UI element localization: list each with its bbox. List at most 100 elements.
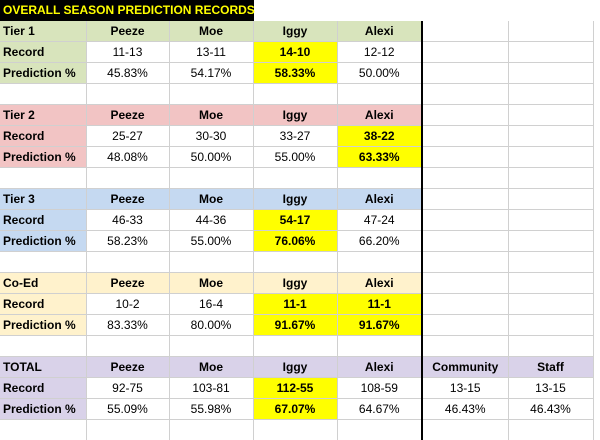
value-cell[interactable]: 47-24: [337, 210, 422, 231]
value-cell[interactable]: 45.83%: [86, 63, 169, 84]
value-cell[interactable]: 108-59: [337, 378, 422, 399]
row-label-prediction[interactable]: Prediction %: [0, 315, 86, 336]
empty-cell[interactable]: [422, 252, 508, 273]
column-header-alexi[interactable]: Alexi: [337, 21, 422, 42]
value-cell[interactable]: 55.98%: [169, 399, 253, 420]
section-name-tier-3[interactable]: Tier 3: [0, 189, 86, 210]
empty-cell[interactable]: [0, 420, 86, 440]
value-cell[interactable]: 25-27: [86, 126, 169, 147]
value-cell[interactable]: 64.67%: [337, 399, 422, 420]
value-cell[interactable]: 54-17: [253, 210, 337, 231]
empty-cell[interactable]: [169, 336, 253, 357]
column-header-blank[interactable]: [508, 189, 593, 210]
empty-cell[interactable]: [337, 168, 422, 189]
value-cell[interactable]: 91.67%: [253, 315, 337, 336]
row-label-record[interactable]: Record: [0, 378, 86, 399]
empty-cell[interactable]: [86, 420, 169, 440]
column-header-moe[interactable]: Moe: [169, 357, 253, 378]
value-cell[interactable]: [508, 126, 593, 147]
row-label-prediction[interactable]: Prediction %: [0, 63, 86, 84]
column-header-iggy[interactable]: Iggy: [253, 21, 337, 42]
empty-cell[interactable]: [0, 84, 86, 105]
value-cell[interactable]: [422, 315, 508, 336]
column-header-peeze[interactable]: Peeze: [86, 273, 169, 294]
section-name-total[interactable]: TOTAL: [0, 357, 86, 378]
column-header-peeze[interactable]: Peeze: [86, 105, 169, 126]
value-cell[interactable]: [508, 42, 593, 63]
value-cell[interactable]: 58.33%: [253, 63, 337, 84]
column-header-alexi[interactable]: Alexi: [337, 105, 422, 126]
row-label-record[interactable]: Record: [0, 42, 86, 63]
value-cell[interactable]: 67.07%: [253, 399, 337, 420]
empty-cell[interactable]: [0, 168, 86, 189]
value-cell[interactable]: 91.67%: [337, 315, 422, 336]
value-cell[interactable]: 13-15: [422, 378, 508, 399]
column-header-moe[interactable]: Moe: [169, 189, 253, 210]
empty-cell[interactable]: [169, 252, 253, 273]
empty-cell[interactable]: [86, 336, 169, 357]
value-cell[interactable]: [508, 63, 593, 84]
column-header-peeze[interactable]: Peeze: [86, 21, 169, 42]
column-header-alexi[interactable]: Alexi: [337, 189, 422, 210]
value-cell[interactable]: [508, 210, 593, 231]
empty-cell[interactable]: [169, 168, 253, 189]
column-header-iggy[interactable]: Iggy: [253, 105, 337, 126]
value-cell[interactable]: 55.00%: [253, 147, 337, 168]
empty-cell[interactable]: [422, 336, 508, 357]
empty-cell[interactable]: [253, 84, 337, 105]
empty-cell[interactable]: [508, 84, 593, 105]
value-cell[interactable]: 12-12: [337, 42, 422, 63]
empty-cell[interactable]: [169, 84, 253, 105]
value-cell[interactable]: [422, 210, 508, 231]
value-cell[interactable]: 11-1: [337, 294, 422, 315]
value-cell[interactable]: [422, 126, 508, 147]
value-cell[interactable]: 46-33: [86, 210, 169, 231]
value-cell[interactable]: 76.06%: [253, 231, 337, 252]
value-cell[interactable]: 63.33%: [337, 147, 422, 168]
value-cell[interactable]: 103-81: [169, 378, 253, 399]
value-cell[interactable]: 11-1: [253, 294, 337, 315]
value-cell[interactable]: [422, 294, 508, 315]
column-header-blank[interactable]: [508, 273, 593, 294]
value-cell[interactable]: 46.43%: [422, 399, 508, 420]
empty-cell[interactable]: [0, 252, 86, 273]
row-label-prediction[interactable]: Prediction %: [0, 147, 86, 168]
value-cell[interactable]: [508, 294, 593, 315]
value-cell[interactable]: 44-36: [169, 210, 253, 231]
empty-cell[interactable]: [422, 420, 508, 440]
empty-cell[interactable]: [337, 84, 422, 105]
row-label-prediction[interactable]: Prediction %: [0, 399, 86, 420]
empty-cell[interactable]: [86, 168, 169, 189]
value-cell[interactable]: 50.00%: [169, 147, 253, 168]
value-cell[interactable]: [508, 231, 593, 252]
value-cell[interactable]: 58.23%: [86, 231, 169, 252]
value-cell[interactable]: 48.08%: [86, 147, 169, 168]
value-cell[interactable]: 30-30: [169, 126, 253, 147]
value-cell[interactable]: 66.20%: [337, 231, 422, 252]
column-header-peeze[interactable]: Peeze: [86, 189, 169, 210]
column-header-blank[interactable]: [508, 21, 593, 42]
value-cell[interactable]: 50.00%: [337, 63, 422, 84]
column-header-alexi[interactable]: Alexi: [337, 273, 422, 294]
empty-cell[interactable]: [508, 336, 593, 357]
column-header-blank[interactable]: [422, 189, 508, 210]
value-cell[interactable]: [508, 315, 593, 336]
column-header-iggy[interactable]: Iggy: [253, 357, 337, 378]
value-cell[interactable]: 92-75: [86, 378, 169, 399]
column-header-moe[interactable]: Moe: [169, 21, 253, 42]
value-cell[interactable]: 13-11: [169, 42, 253, 63]
empty-cell[interactable]: [508, 252, 593, 273]
empty-cell[interactable]: [337, 336, 422, 357]
value-cell[interactable]: 80.00%: [169, 315, 253, 336]
value-cell[interactable]: [422, 63, 508, 84]
empty-cell[interactable]: [508, 420, 593, 440]
value-cell[interactable]: 13-15: [508, 378, 593, 399]
value-cell[interactable]: 55.00%: [169, 231, 253, 252]
section-name-tier-1[interactable]: Tier 1: [0, 21, 86, 42]
value-cell[interactable]: 16-4: [169, 294, 253, 315]
empty-cell[interactable]: [253, 252, 337, 273]
empty-cell[interactable]: [169, 420, 253, 440]
empty-cell[interactable]: [508, 168, 593, 189]
section-name-co-ed[interactable]: Co-Ed: [0, 273, 86, 294]
row-label-record[interactable]: Record: [0, 126, 86, 147]
